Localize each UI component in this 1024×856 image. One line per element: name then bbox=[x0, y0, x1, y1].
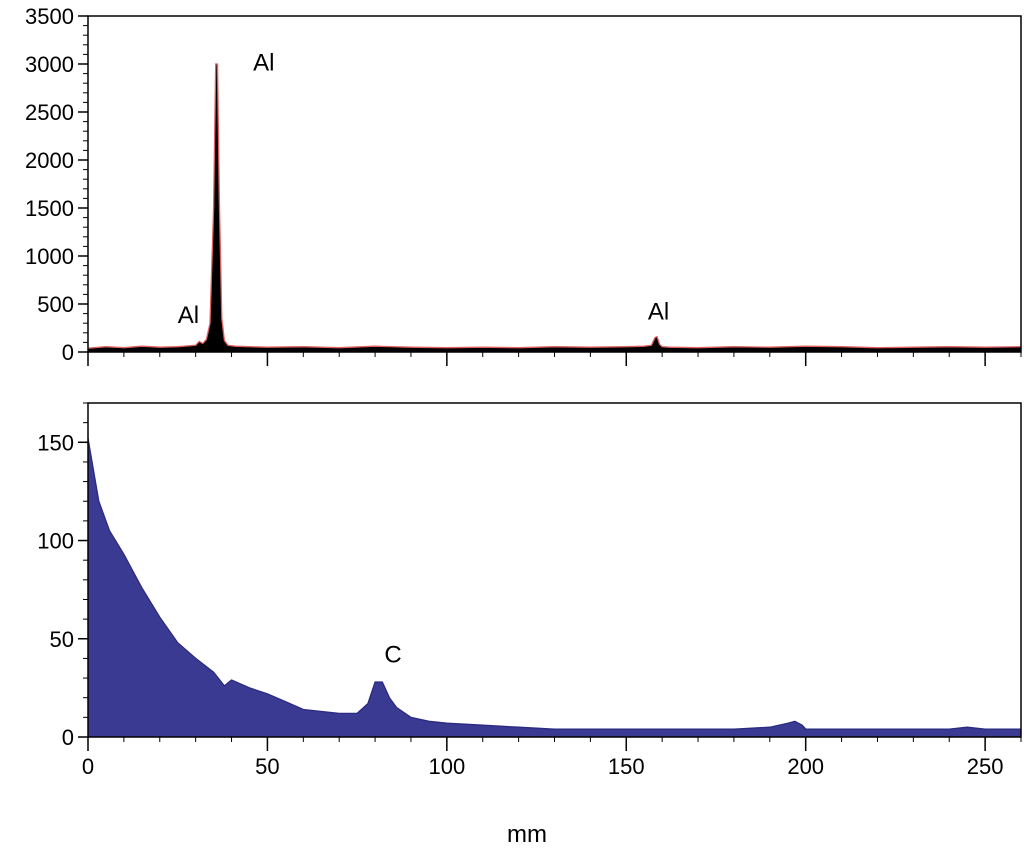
y-tick-label: 3500 bbox=[25, 4, 74, 29]
x-tick-label: 100 bbox=[428, 754, 465, 779]
y-tick-label: 0 bbox=[62, 725, 74, 750]
y-tick-label: 2500 bbox=[25, 100, 74, 125]
x-tick-label: 250 bbox=[967, 754, 1004, 779]
x-axis-label: mm bbox=[507, 821, 547, 848]
peak-annotation: Al bbox=[178, 302, 199, 329]
series-line-top bbox=[87, 63, 1022, 349]
y-tick-label: 3000 bbox=[25, 52, 74, 77]
peak-annotation: Al bbox=[253, 50, 274, 77]
series-area-top bbox=[88, 64, 1021, 352]
x-tick-label: 50 bbox=[255, 754, 279, 779]
x-tick-label: 150 bbox=[608, 754, 645, 779]
plot-frame-top bbox=[87, 15, 1022, 353]
bottom-panel: 0 50 100 150 0 50 100 150 200 250 C bbox=[37, 402, 1022, 779]
series-area-bottom bbox=[88, 438, 1021, 737]
peak-annotation: C bbox=[384, 641, 401, 668]
y-tick-label: 150 bbox=[37, 430, 74, 455]
series-line-bottom bbox=[87, 438, 1021, 730]
x-tick-label: 200 bbox=[787, 754, 824, 779]
y-tick-label: 1000 bbox=[25, 244, 74, 269]
peak-annotation: Al bbox=[648, 298, 669, 325]
y-tick-label: 100 bbox=[37, 529, 74, 554]
y-tick-label: 2000 bbox=[25, 148, 74, 173]
y-tick-label: 50 bbox=[50, 627, 74, 652]
y-tick-label: 1500 bbox=[25, 196, 74, 221]
x-tick-label: 0 bbox=[82, 754, 94, 779]
y-tick-label: 500 bbox=[37, 292, 74, 317]
top-panel: 0 500 1000 1500 2000 2500 3000 3500 Al Al Al bbox=[25, 4, 1022, 366]
y-tick-label: 0 bbox=[62, 340, 74, 365]
